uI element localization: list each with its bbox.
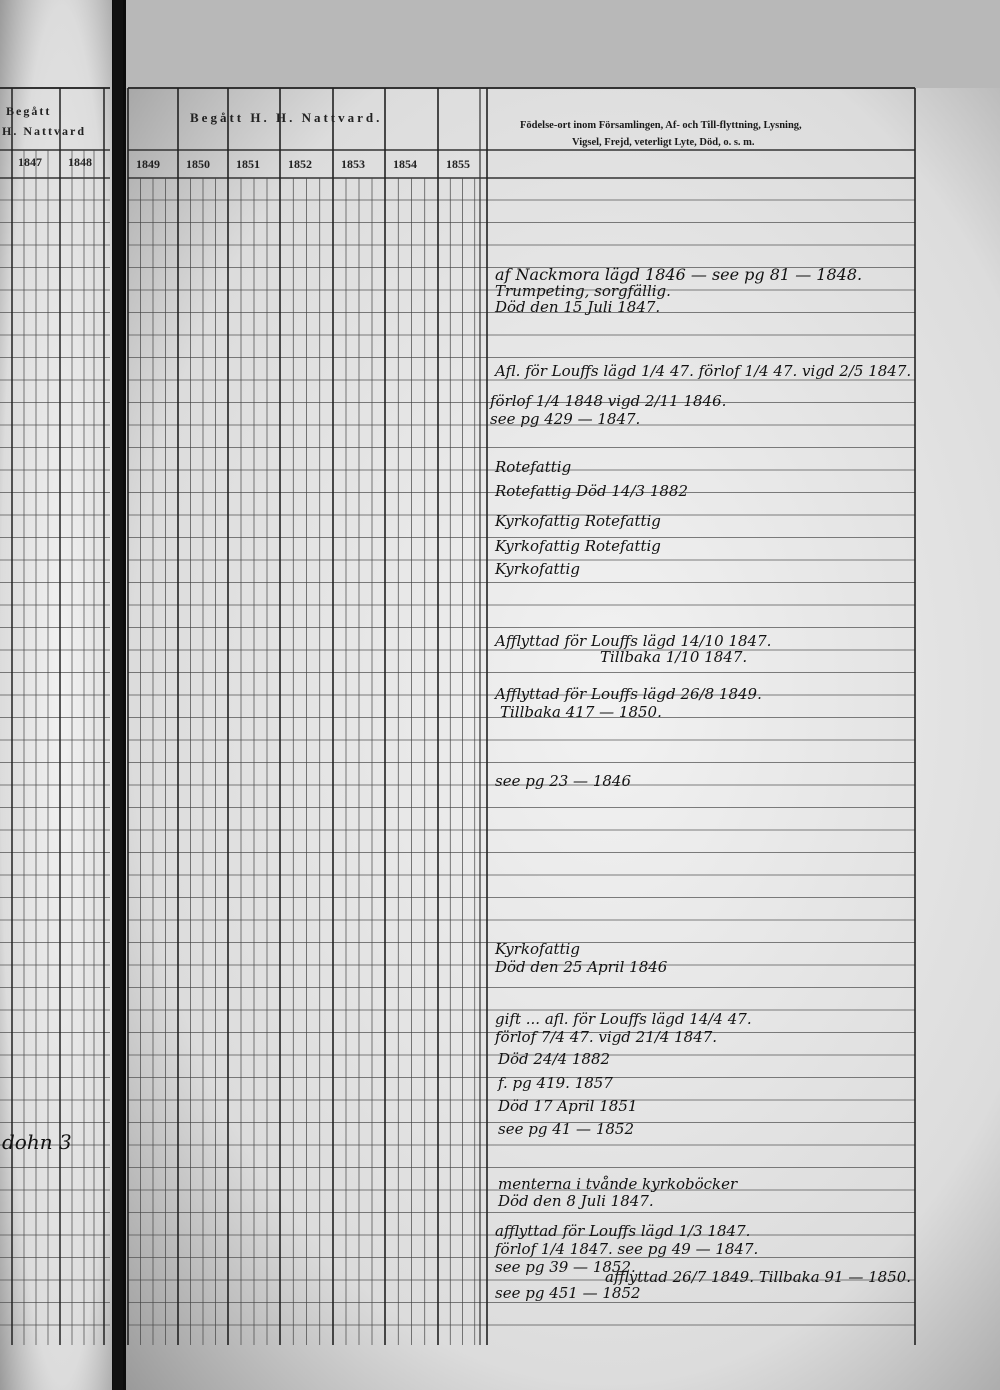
handwritten-note: Trumpeting, sorgfällig. (495, 282, 671, 300)
handwritten-note: Afl. för Louffs lägd 1/4 47. förlof 1/4 … (495, 362, 912, 380)
handwritten-note: Afflyttad för Louffs lägd 26/8 1849. (495, 685, 762, 703)
handwritten-note: see pg 429 — 1847. (490, 410, 641, 428)
left-header: H. Nattvard (2, 124, 86, 138)
year: 1853 (341, 157, 365, 171)
year: 1855 (446, 157, 470, 171)
right-header: Begått H. H. Nattvard. (190, 110, 383, 125)
handwritten-note: menterna i tvånde kyrkoböcker (498, 1175, 738, 1193)
handwritten-note: Tillbaka 417 — 1850. (500, 703, 662, 721)
handwritten-note: Afflyttad för Louffs lägd 14/10 1847. (495, 632, 772, 650)
left-header: Begått (6, 104, 52, 118)
handwritten-note: Död den 15 Juli 1847. (495, 298, 661, 316)
year: 1852 (288, 157, 312, 171)
marginal-note: dohn 3 (2, 1130, 72, 1154)
handwritten-note: Rotefattig Död 14/3 1882 (495, 482, 689, 500)
handwritten-note: Död den 8 Juli 1847. (498, 1192, 654, 1210)
handwritten-note: Tillbaka 1/10 1847. (600, 648, 748, 666)
handwritten-note: gift ... afl. för Louffs lägd 14/4 47. (495, 1010, 752, 1028)
handwritten-note: see pg 41 — 1852 (498, 1120, 634, 1138)
year: 1854 (393, 157, 417, 171)
handwritten-note: see pg 39 — 1852. (495, 1258, 636, 1276)
handwritten-note: förlof 1/4 1847. see pg 49 — 1847. (495, 1240, 759, 1258)
handwritten-note: Död 17 April 1851 (498, 1097, 638, 1115)
handwritten-note: Kyrkofattig (495, 940, 580, 958)
handwritten-note: Kyrkofattig (495, 560, 580, 578)
year: 1849 (136, 157, 160, 171)
handwritten-note: Rotefattig (495, 458, 572, 476)
handwritten-note: Kyrkofattig Rotefattig (495, 537, 661, 555)
handwritten-note: förlof 1/4 1848 vigd 2/11 1846. (490, 392, 727, 410)
handwritten-note: Kyrkofattig Rotefattig (495, 512, 661, 530)
year: 1848 (68, 155, 92, 169)
handwritten-note: see pg 451 — 1852 (495, 1284, 641, 1302)
handwritten-note: afflyttad för Louffs lägd 1/3 1847. (495, 1222, 751, 1240)
handwritten-note: f. pg 419. 1857 (498, 1074, 613, 1092)
handwritten-note: förlof 7/4 47. vigd 21/4 1847. (495, 1028, 718, 1046)
handwritten-note: see pg 23 — 1846 (495, 772, 631, 790)
overlap (126, 0, 1000, 88)
year: 1850 (186, 157, 210, 171)
notes-header: Vigsel, Frejd, veterligt Lyte, Död, o. s… (572, 137, 755, 148)
handwritten-note: Död 24/4 1882 (498, 1050, 611, 1068)
handwritten-note: af Nackmora lägd 1846 — see pg 81 — 1848… (495, 265, 863, 284)
notes-header: Födelse-ort inom Församlingen, Af- och T… (520, 120, 802, 131)
handwritten-note: Död den 25 April 1846 (495, 958, 668, 976)
year: 1851 (236, 157, 260, 171)
year: 1847 (18, 155, 42, 169)
handwritten-note: afflyttad 26/7 1849. Tillbaka 91 — 1850. (605, 1268, 912, 1286)
